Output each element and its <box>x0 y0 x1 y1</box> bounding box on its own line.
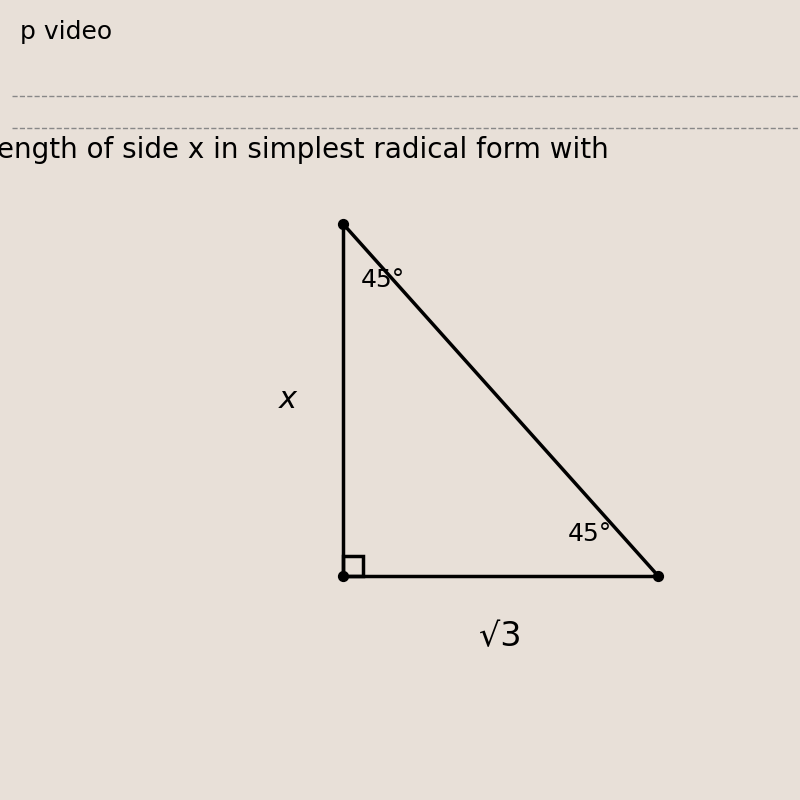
Text: p video: p video <box>20 20 113 44</box>
Text: ength of side x in simplest radical form with: ength of side x in simplest radical form… <box>0 136 608 164</box>
Bar <box>343 556 363 576</box>
Point <box>337 218 350 230</box>
Text: x: x <box>279 386 297 414</box>
Point <box>652 570 665 582</box>
Text: √3: √3 <box>479 620 522 653</box>
Text: 45°: 45° <box>361 268 405 292</box>
Text: 45°: 45° <box>568 522 612 546</box>
Point <box>337 570 350 582</box>
